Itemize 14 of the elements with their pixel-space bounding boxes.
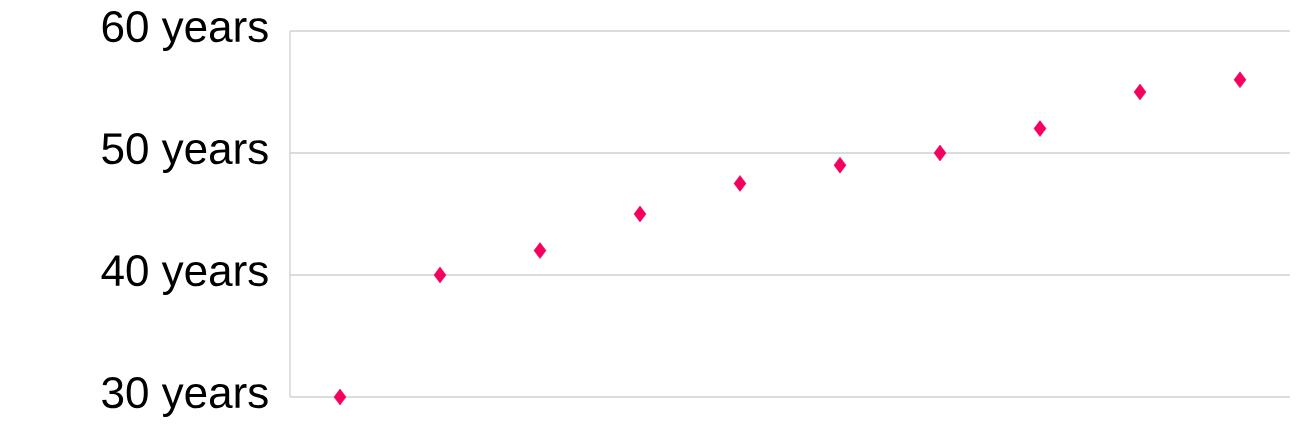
point xyxy=(1033,120,1047,137)
y-tick-label: 50 years xyxy=(102,133,268,173)
point xyxy=(1233,71,1247,89)
point xyxy=(333,388,347,406)
y-tick-label: 30 years xyxy=(102,377,268,417)
point xyxy=(833,156,847,174)
point xyxy=(533,242,547,259)
y-tick-label: 60 years xyxy=(102,11,268,51)
point xyxy=(1133,83,1147,101)
point xyxy=(933,144,947,162)
point xyxy=(733,175,747,192)
y-tick-label: 40 years xyxy=(101,255,268,295)
point xyxy=(433,266,447,284)
point xyxy=(633,205,647,223)
